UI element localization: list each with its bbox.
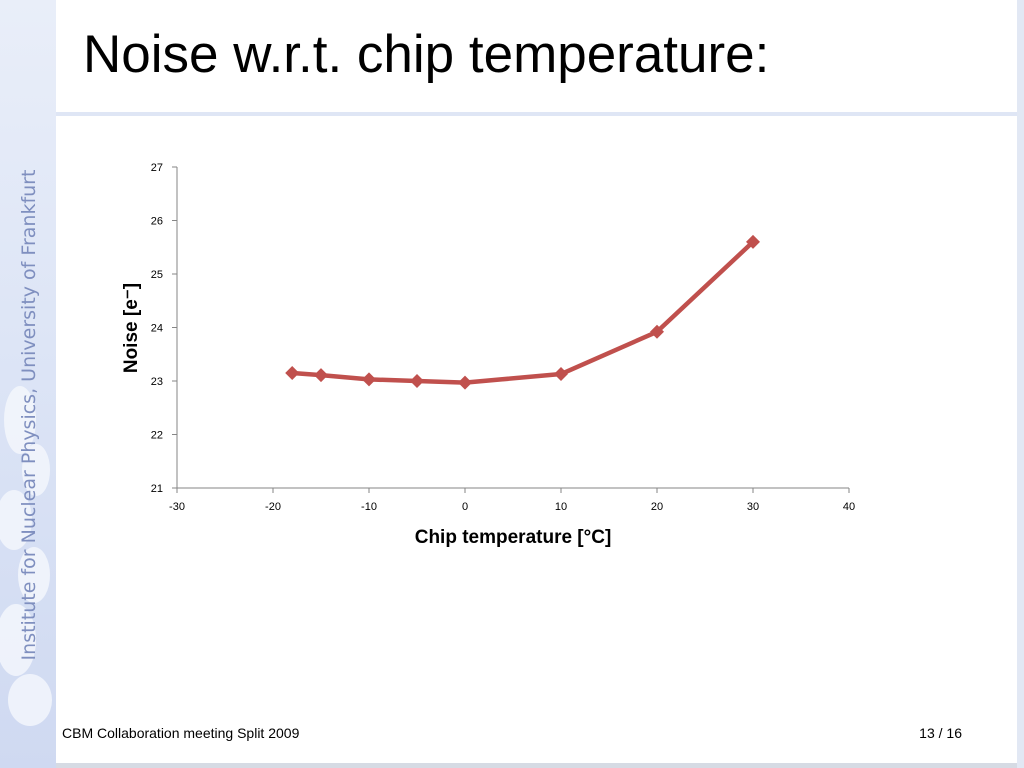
- footer-page-number: 13 / 16: [919, 725, 962, 741]
- y-tick-label: 26: [151, 216, 163, 228]
- x-tick-label: -10: [361, 501, 377, 513]
- footer-meeting: CBM Collaboration meeting Split 2009: [62, 725, 300, 741]
- x-tick-label: 40: [843, 501, 855, 513]
- x-tick-label: 10: [555, 501, 567, 513]
- x-axis-label: Chip temperature [°C]: [415, 527, 612, 548]
- title-area: Noise w.r.t. chip temperature:: [56, 0, 1017, 112]
- y-tick-label: 23: [151, 376, 163, 388]
- chart-series: [285, 234, 760, 390]
- data-point-marker: [458, 375, 472, 390]
- y-tick-label: 24: [151, 323, 163, 335]
- sidebar-logo-watermark: [0, 386, 52, 726]
- chart-axes: [172, 166, 850, 493]
- data-point-marker: [554, 367, 568, 382]
- data-point-marker: [746, 234, 760, 249]
- y-tick-labels: 21 22 23 24 25 26 27: [151, 162, 163, 495]
- data-point-marker: [650, 324, 664, 339]
- x-tick-label: -30: [169, 501, 185, 513]
- x-tick-label: -20: [265, 501, 281, 513]
- title-divider: [56, 112, 1017, 116]
- right-edge-band: [1017, 0, 1024, 768]
- data-point-marker: [314, 368, 328, 383]
- x-tick-label: 30: [747, 501, 759, 513]
- y-tick-label: 27: [151, 162, 163, 174]
- data-point-marker: [410, 374, 424, 388]
- y-tick-label: 22: [151, 430, 163, 442]
- x-tick-label: 20: [651, 501, 663, 513]
- x-tick-label: 0: [462, 501, 468, 513]
- series-line: [289, 239, 756, 385]
- bottom-edge-band: [56, 763, 1017, 768]
- slide-title: Noise w.r.t. chip temperature:: [83, 25, 770, 84]
- data-point-marker: [362, 372, 376, 387]
- data-point-marker: [285, 365, 300, 380]
- y-axis-label: Noise [e⁻]: [121, 283, 142, 373]
- sidebar-band: Institute for Nuclear Physics, Universit…: [0, 0, 56, 768]
- y-tick-label: 25: [151, 269, 163, 281]
- y-tick-label: 21: [151, 483, 163, 495]
- x-tick-labels: -30 -20 -10 0 10 20 30 40: [169, 501, 855, 513]
